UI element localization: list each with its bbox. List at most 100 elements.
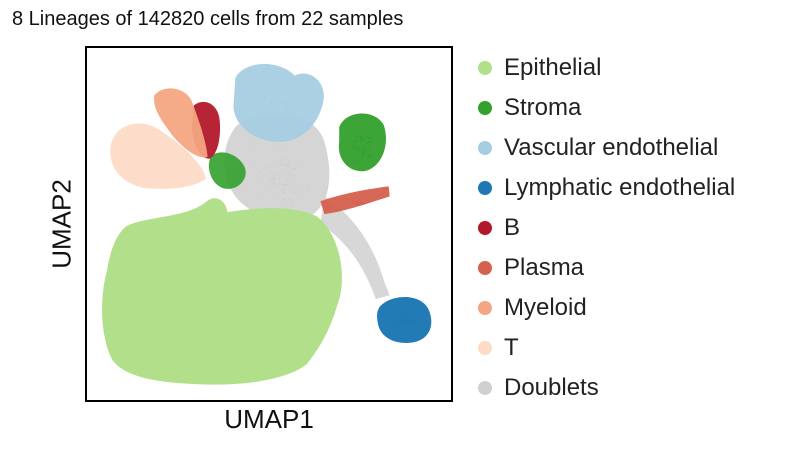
point	[265, 312, 268, 315]
point	[276, 173, 279, 176]
point	[351, 200, 354, 203]
point	[369, 140, 372, 143]
point	[403, 322, 407, 325]
cluster-vascular-endothelial	[233, 64, 324, 142]
point	[241, 296, 244, 299]
point	[263, 96, 267, 99]
point	[293, 180, 296, 183]
point	[260, 304, 263, 307]
point	[238, 287, 241, 291]
point	[252, 290, 255, 293]
point	[284, 192, 287, 195]
legend-item-lymphatic-endothelial: Lymphatic endothelial	[478, 168, 796, 208]
point	[187, 288, 190, 291]
point	[196, 278, 199, 282]
cluster-epithelial	[102, 198, 342, 385]
point	[368, 137, 371, 140]
cluster-myeloid	[154, 88, 208, 158]
point	[403, 320, 407, 323]
point	[279, 101, 283, 104]
point	[289, 85, 293, 88]
point	[190, 277, 193, 280]
legend-swatch	[478, 261, 492, 275]
point	[345, 198, 348, 201]
point	[282, 183, 285, 186]
point	[247, 315, 251, 318]
point	[360, 138, 363, 141]
point	[250, 292, 254, 295]
legend-label: Epithelial	[504, 54, 602, 81]
point	[239, 308, 242, 311]
point	[281, 101, 284, 104]
point	[286, 99, 289, 102]
point	[286, 178, 289, 181]
point	[207, 315, 210, 319]
point	[361, 203, 364, 206]
legend-label: T	[504, 334, 519, 361]
legend-swatch	[478, 101, 492, 115]
point	[356, 147, 360, 150]
point	[356, 135, 359, 138]
x-axis-label: UMAP1	[224, 404, 314, 434]
cluster-t	[110, 123, 206, 189]
point	[274, 185, 278, 188]
point	[400, 326, 403, 329]
point	[366, 136, 369, 139]
point	[412, 319, 416, 323]
point	[362, 138, 365, 141]
point	[278, 177, 281, 180]
legend-label: Vascular endothelial	[504, 134, 719, 161]
point	[248, 304, 252, 307]
legend-label: Plasma	[504, 254, 585, 281]
point	[224, 295, 227, 299]
point	[285, 179, 288, 183]
point	[230, 299, 233, 302]
point	[247, 301, 250, 305]
point	[232, 303, 235, 306]
point	[278, 148, 281, 151]
point	[292, 191, 295, 195]
point	[292, 91, 295, 95]
point	[272, 171, 275, 174]
point	[236, 296, 240, 299]
point	[264, 187, 267, 190]
point	[284, 109, 287, 112]
cluster-lymphatic-endothelial	[377, 297, 432, 343]
point	[261, 197, 264, 200]
cluster-plasma	[320, 186, 390, 215]
point	[274, 96, 277, 99]
legend-label: B	[504, 214, 521, 241]
points-vascular	[263, 80, 296, 112]
point	[293, 167, 297, 171]
point	[224, 302, 228, 306]
point	[256, 179, 259, 182]
point	[402, 311, 405, 314]
point	[263, 92, 267, 96]
point	[253, 311, 256, 315]
point	[203, 307, 206, 311]
point	[272, 174, 275, 178]
point	[395, 327, 398, 330]
legend-swatch	[478, 381, 492, 395]
point	[215, 302, 218, 305]
point	[290, 203, 294, 206]
point	[219, 328, 222, 332]
legend-label: Lymphatic endothelial	[504, 174, 736, 201]
point	[269, 98, 273, 101]
cluster-stroma	[208, 152, 246, 189]
point	[280, 90, 284, 93]
point	[273, 80, 276, 84]
point	[407, 318, 410, 321]
point	[273, 177, 276, 180]
point	[278, 97, 281, 100]
point	[226, 308, 229, 312]
point	[285, 103, 288, 106]
point	[404, 318, 407, 321]
point	[258, 307, 261, 311]
point	[405, 315, 409, 318]
point	[396, 325, 399, 328]
point	[361, 151, 365, 154]
point	[233, 287, 237, 291]
points-epithelial	[171, 262, 275, 336]
point	[220, 262, 224, 265]
